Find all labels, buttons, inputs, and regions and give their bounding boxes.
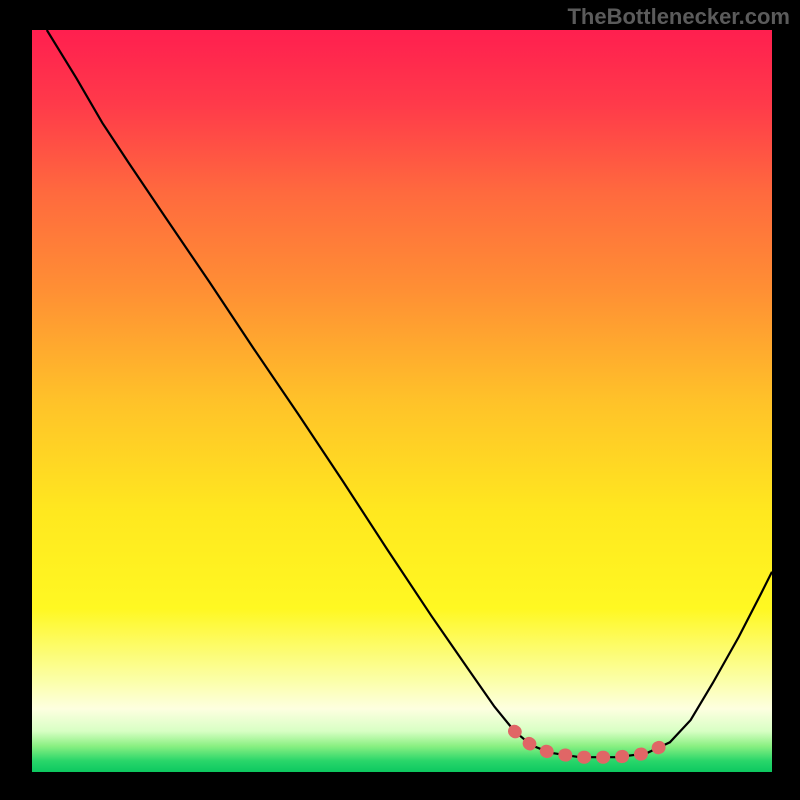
optimal-range-band <box>515 731 670 757</box>
curve-layer <box>32 30 772 772</box>
chart-container: TheBottlenecker.com <box>0 0 800 800</box>
plot-area <box>32 30 772 772</box>
watermark-text: TheBottlenecker.com <box>567 4 790 30</box>
bottleneck-curve <box>47 30 772 757</box>
